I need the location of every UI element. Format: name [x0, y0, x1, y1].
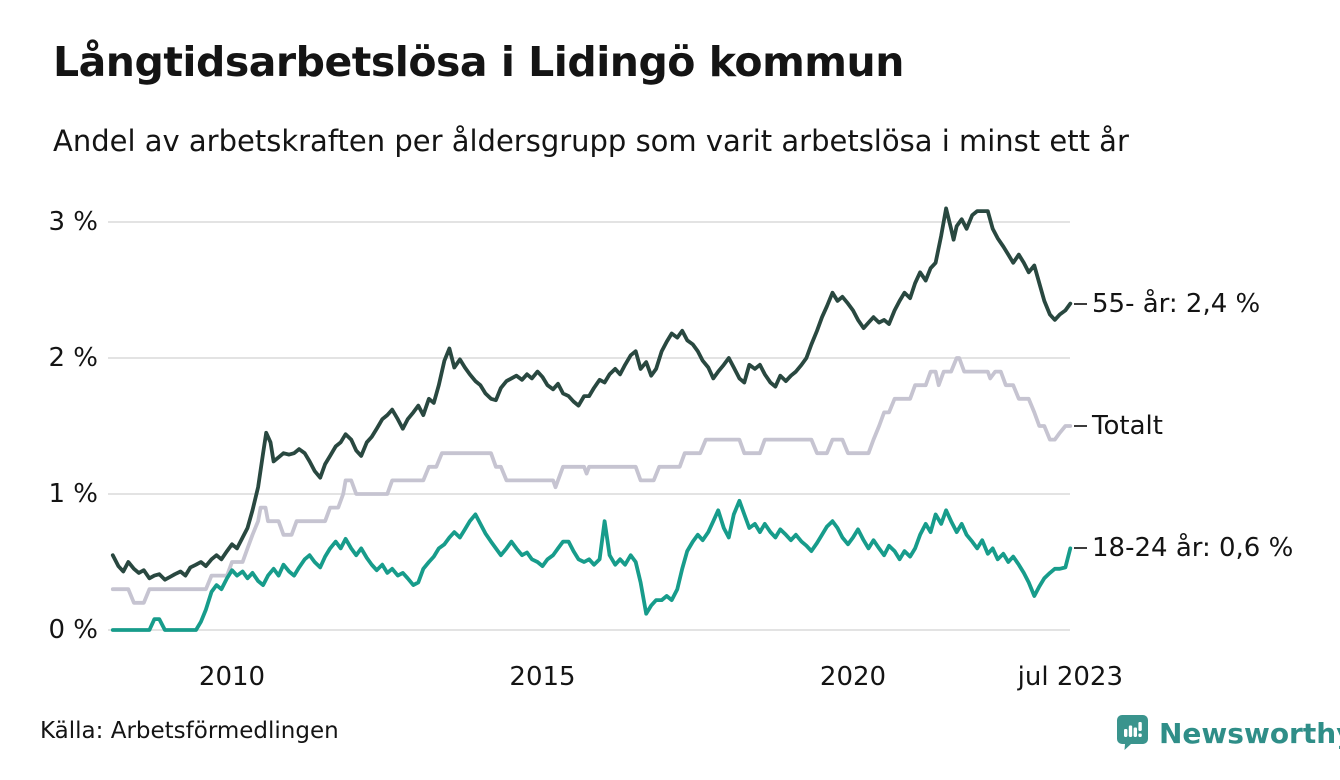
series-end-label: 18-24 år: 0,6 % — [1074, 533, 1293, 563]
series-end-label: Totalt — [1074, 411, 1163, 441]
chart-subtitle: Andel av arbetskraften per åldersgrupp s… — [53, 124, 1129, 158]
label-leader-dash — [1074, 425, 1087, 427]
newsworthy-brand: Newsworthy — [1113, 712, 1340, 754]
series-line-totalt — [110, 356, 1073, 605]
label-leader-dash — [1074, 302, 1087, 305]
series-end-label-text: 55- år: 2,4 % — [1092, 288, 1261, 319]
x-tick-label: 2015 — [509, 662, 576, 692]
x-tick-label: jul 2023 — [1017, 662, 1124, 692]
series-end-label-text: 18-24 år: 0,6 % — [1092, 533, 1294, 564]
source-note: Källa: Arbetsförmedlingen — [40, 718, 339, 744]
y-tick-label: 2 % — [48, 343, 98, 373]
newsworthy-logo-icon — [1113, 712, 1151, 754]
y-tick-label: 0 % — [48, 615, 98, 645]
x-tick-label: 2010 — [198, 662, 266, 692]
series-end-label-text: Totalt — [1092, 411, 1163, 441]
x-tick-label: 2020 — [819, 662, 887, 692]
newsworthy-wordmark: Newsworthy — [1159, 716, 1340, 750]
y-tick-label: 1 % — [48, 479, 98, 509]
page-title: Långtidsarbetslösa i Lidingö kommun — [53, 38, 904, 86]
label-leader-dash — [1074, 547, 1087, 550]
series-line-55-r — [110, 206, 1073, 582]
series-end-label: 55- år: 2,4 % — [1074, 289, 1260, 319]
series-line-18-24-r — [110, 498, 1073, 632]
y-tick-label: 3 % — [48, 207, 98, 237]
